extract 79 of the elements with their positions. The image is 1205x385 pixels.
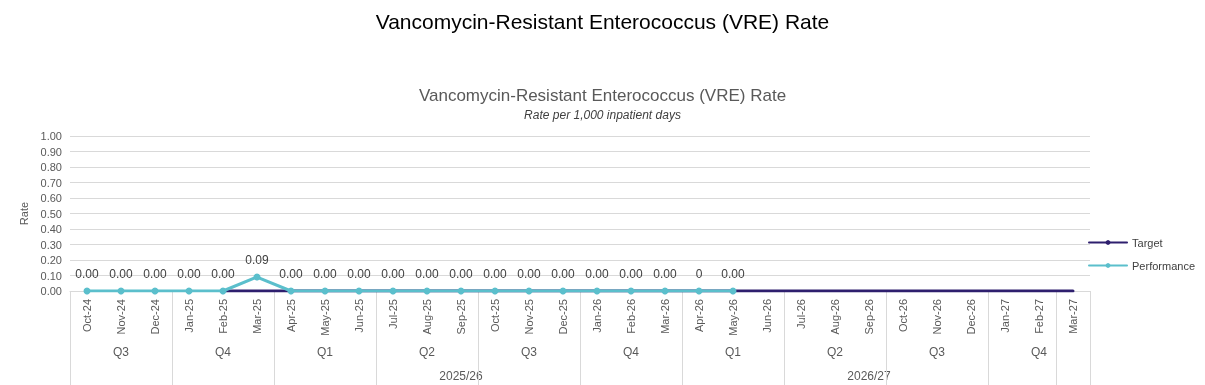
data-label: 0.00 xyxy=(279,266,303,281)
x-tick-label: Jul-26 xyxy=(795,299,807,329)
text: Q4 xyxy=(214,345,232,359)
x-tick-label: Apr-25 xyxy=(285,299,297,333)
x-tick-label: Jun-26 xyxy=(761,299,773,333)
y-tick-label: 0.90 xyxy=(40,145,62,158)
y-tick-label: 0.60 xyxy=(40,192,62,204)
x-tick-label: Feb-27 xyxy=(1033,299,1045,334)
text: Q1 xyxy=(316,345,334,359)
x-tick-label: Jan-25 xyxy=(183,299,195,333)
y-tick-label: 0.40 xyxy=(40,223,62,235)
x-tick-label: Mar-25 xyxy=(251,299,263,334)
x-tick-label: May-25 xyxy=(319,299,331,336)
x-tick-label: Jan-26 xyxy=(591,299,603,333)
data-label: 0.00 xyxy=(109,266,133,281)
y-axis-title: Rate xyxy=(18,201,31,226)
y-tick-label: 1.00 xyxy=(40,130,62,142)
data-label: 0.00 xyxy=(211,266,235,281)
y-tick-label: 0.80 xyxy=(40,161,62,173)
y-tick-label: 0.20 xyxy=(40,254,62,266)
legend-label: Performance xyxy=(1132,259,1196,272)
x-tick-label: Feb-26 xyxy=(625,299,637,334)
x-tick-label: Nov-24 xyxy=(115,299,127,335)
data-label: 0.00 xyxy=(619,266,643,281)
text: Q4 xyxy=(622,345,640,359)
data-label: 0.00 xyxy=(551,266,575,281)
text: Q3 xyxy=(928,345,946,359)
text: Q1 xyxy=(724,345,742,359)
text: 2026/27 xyxy=(847,369,892,383)
data-label: 0.00 xyxy=(75,266,99,281)
y-tick-label: 0.70 xyxy=(40,176,62,189)
text: Q3 xyxy=(520,345,538,359)
text: 2025/26 xyxy=(439,369,484,383)
x-tick-label: May-26 xyxy=(727,299,739,336)
x-tick-label: Mar-26 xyxy=(659,299,671,334)
text: Q4 xyxy=(1030,345,1048,359)
data-label: 0.00 xyxy=(381,266,405,281)
chart-subtitle: Rate per 1,000 inpatient days xyxy=(524,108,681,122)
x-tick-label: Oct-24 xyxy=(81,299,93,333)
x-tick-label: Oct-25 xyxy=(489,299,501,333)
x-tick-label: Jan-27 xyxy=(999,299,1011,333)
data-label: 0.00 xyxy=(177,266,201,281)
x-tick-label: Dec-25 xyxy=(557,299,569,335)
x-tick-label: Sep-26 xyxy=(863,299,875,335)
data-label: 0.00 xyxy=(721,266,745,281)
data-label: 0.00 xyxy=(415,266,439,281)
data-label: 0 xyxy=(695,266,703,281)
x-tick-label: Mar-27 xyxy=(1067,299,1079,334)
text: Q3 xyxy=(112,345,130,359)
y-tick-label: 0.00 xyxy=(40,285,62,297)
data-label: 0.00 xyxy=(449,266,473,281)
data-label: 0.00 xyxy=(347,266,371,281)
x-tick-label: Aug-26 xyxy=(829,299,841,335)
x-tick-label: Oct-26 xyxy=(897,299,909,333)
chart-title: Vancomycin-Resistant Enterococcus (VRE) Rate xyxy=(375,10,830,33)
data-label: 0.09 xyxy=(245,252,269,267)
text: Vancomycin-Resistant Enterococcus (VRE) Rate xyxy=(418,86,787,105)
data-label: 0.00 xyxy=(143,266,167,281)
x-tick-label: Dec-24 xyxy=(149,299,161,335)
x-tick-label: Nov-26 xyxy=(931,299,943,335)
text: Q2 xyxy=(826,345,844,359)
data-label: 0.00 xyxy=(517,266,541,281)
data-label: 0.00 xyxy=(483,266,507,281)
x-tick-label: Nov-25 xyxy=(523,299,535,335)
legend-label: Target xyxy=(1132,236,1163,249)
y-tick-label: 0.30 xyxy=(40,238,62,251)
data-label: 0.00 xyxy=(585,266,609,281)
x-tick-label: Feb-25 xyxy=(217,299,229,334)
y-tick-label: 0.50 xyxy=(40,207,62,220)
x-tick-label: Jun-25 xyxy=(353,299,365,333)
x-tick-label: Apr-26 xyxy=(693,299,705,333)
data-label: 0.00 xyxy=(313,266,337,281)
y-tick-label: 0.10 xyxy=(40,269,62,282)
x-tick-label: Aug-25 xyxy=(421,299,433,335)
x-tick-label: Dec-26 xyxy=(965,299,977,335)
text: Q2 xyxy=(418,345,436,359)
x-tick-label: Jul-25 xyxy=(387,299,399,329)
data-label: 0.00 xyxy=(653,266,677,281)
x-tick-label: Sep-25 xyxy=(455,299,467,335)
